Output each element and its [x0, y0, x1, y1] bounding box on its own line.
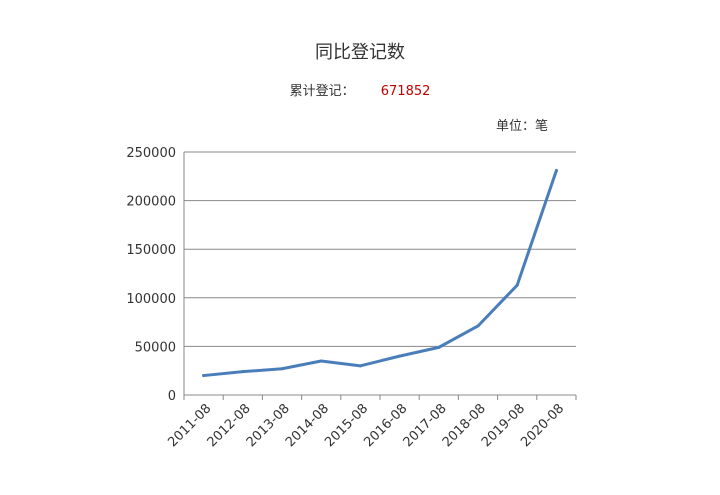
y-tick-label: 50000 — [135, 340, 176, 355]
data-point — [554, 168, 558, 172]
y-tick-label: 200000 — [126, 195, 176, 210]
data-point — [476, 324, 480, 328]
data-point — [241, 370, 245, 374]
y-tick-label: 250000 — [126, 146, 176, 161]
series-line — [202, 168, 558, 378]
y-tick-label: 150000 — [126, 243, 176, 258]
data-point — [515, 283, 519, 287]
chart-title: 同比登记数 — [315, 42, 405, 63]
y-tick-label: 100000 — [126, 292, 176, 307]
data-point — [358, 364, 362, 368]
data-point — [437, 345, 441, 349]
unit-label: 单位：笔 — [496, 119, 549, 134]
y-tick-label: 0 — [168, 389, 176, 404]
data-point — [202, 374, 206, 378]
cumulative-value: 671852 — [380, 84, 431, 99]
x-tick-label: 2020-08 — [518, 401, 567, 450]
data-point — [398, 354, 402, 358]
data-point — [319, 359, 323, 363]
cumulative-label: 累计登记： — [289, 84, 355, 99]
cumulative-summary: 累计登记： 671852 — [0, 80, 720, 99]
data-point — [280, 367, 284, 371]
